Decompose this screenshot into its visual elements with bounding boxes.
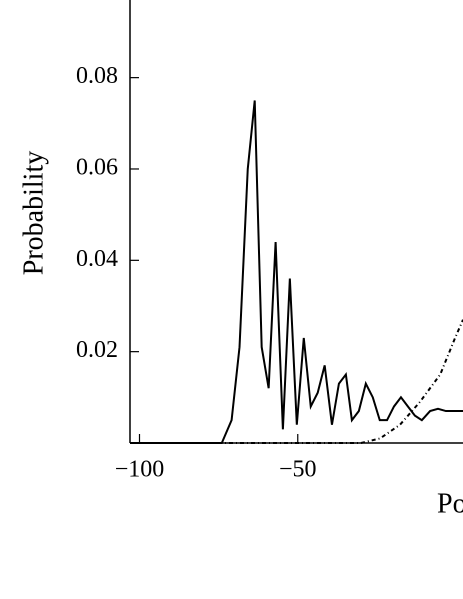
x-axis-label: Position (437, 488, 463, 519)
data-line (130, 319, 463, 444)
x-tick-label: −100 (115, 457, 165, 483)
y-tick-label: 0.02 (76, 337, 118, 363)
y-axis-label: Probability (18, 151, 49, 275)
y-tick-label: 0.04 (76, 246, 118, 272)
data-line (130, 100, 463, 444)
y-tick-label: 0.08 (76, 63, 118, 89)
y-tick-label: 0.06 (76, 154, 118, 180)
x-tick-label: −50 (279, 457, 317, 483)
